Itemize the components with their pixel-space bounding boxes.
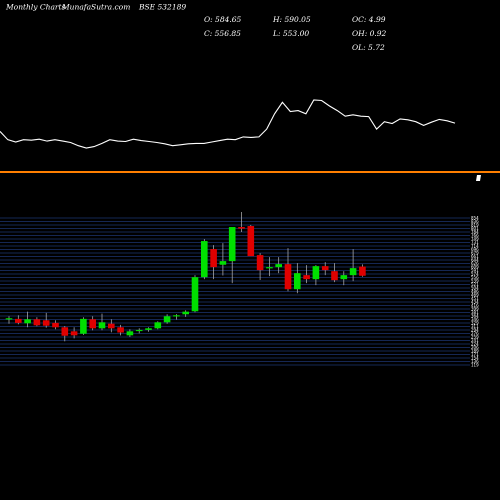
y-tick-label: 241 xyxy=(471,338,479,343)
y-tick-label: 259 xyxy=(471,334,479,339)
candle-down xyxy=(70,331,78,336)
y-tick-label: 836 xyxy=(471,219,479,224)
ohlc-low: L: 553.00 xyxy=(272,29,309,38)
y-tick-label: 469 xyxy=(471,292,479,297)
candle-up xyxy=(349,268,357,276)
ohlc-high: H: 590.05 xyxy=(272,15,311,24)
candle-up xyxy=(201,241,208,278)
y-tick-label: 749 xyxy=(471,236,479,241)
candle-down xyxy=(359,266,366,276)
y-tick-label: 521 xyxy=(471,282,479,287)
y-tick-label: 434 xyxy=(471,299,479,304)
y-tick-label: 224 xyxy=(471,341,479,346)
ohlc-oc: OC: 4.99 xyxy=(352,15,386,24)
y-tick-label: 574 xyxy=(471,271,479,276)
candle-down xyxy=(117,327,124,333)
candle-up xyxy=(182,311,189,315)
y-tick-label: 486 xyxy=(471,289,479,294)
ohlc-close: C: 556.85 xyxy=(204,29,241,38)
candle-down xyxy=(247,226,255,257)
y-tick-label: 311 xyxy=(471,324,479,329)
candle-down xyxy=(42,320,50,326)
candle-up xyxy=(98,322,106,329)
y-tick-label: 766 xyxy=(471,233,479,238)
y-tick-label: 171 xyxy=(471,352,479,357)
y-tick-label: 189 xyxy=(471,348,479,353)
candle-down xyxy=(61,327,69,336)
y-tick-label: 346 xyxy=(471,317,479,322)
candle-up xyxy=(80,318,87,334)
candle-down xyxy=(33,319,41,326)
candle-up xyxy=(312,266,320,280)
candle-up xyxy=(145,328,152,330)
candle-down xyxy=(210,249,217,268)
candle-up xyxy=(191,277,199,312)
line-series xyxy=(0,99,456,149)
candle-down xyxy=(89,319,96,329)
candle-down xyxy=(52,322,59,328)
y-tick-label: 206 xyxy=(471,345,479,350)
y-tick-label: 381 xyxy=(471,310,479,315)
candle-up xyxy=(294,273,301,290)
y-tick-label: 276 xyxy=(471,331,479,336)
y-tick-label: 329 xyxy=(471,320,479,325)
site-name: MunafaSutra.com xyxy=(61,3,130,12)
candle-up xyxy=(135,329,143,332)
candle-down xyxy=(256,255,264,271)
ohlc-open: O: 584.65 xyxy=(204,15,242,24)
y-tick-label: 714 xyxy=(471,243,479,248)
candle-down xyxy=(15,318,22,323)
ohlc-ol: OL: 5.72 xyxy=(352,43,385,52)
chart-name: Monthly Charts xyxy=(5,3,66,12)
y-tick-label: 696 xyxy=(471,247,479,252)
y-tick-label: 784 xyxy=(471,229,479,234)
candle-down xyxy=(108,323,115,329)
y-tick-label: 679 xyxy=(471,250,479,255)
candle-up xyxy=(275,264,282,268)
y-tick-label: 661 xyxy=(471,254,479,259)
y-tick-label: 801 xyxy=(471,226,479,231)
candle-up xyxy=(126,331,134,336)
y-tick-label: 399 xyxy=(471,306,479,311)
candle-up xyxy=(228,227,236,262)
y-tick-label: 154 xyxy=(471,355,479,360)
candle-up xyxy=(163,316,171,323)
y-tick-label: 644 xyxy=(471,257,479,262)
y-tick-label: 539 xyxy=(471,278,479,283)
candle-up xyxy=(340,275,348,280)
y-tick-label: 591 xyxy=(471,268,479,273)
marker-icon xyxy=(476,175,481,181)
y-tick-label: 416 xyxy=(471,303,479,308)
y-tick-label: 364 xyxy=(471,313,479,318)
y-tick-label: 626 xyxy=(471,261,479,266)
candle-up xyxy=(173,315,180,317)
symbol: BSE 532189 xyxy=(138,3,186,12)
y-tick-label: 609 xyxy=(471,264,479,269)
y-tick-label: 119 xyxy=(471,362,479,367)
y-tick-label: 556 xyxy=(471,275,479,280)
y-tick-label: 819 xyxy=(471,222,479,227)
candle-down xyxy=(238,227,245,229)
candle-up xyxy=(266,267,273,269)
ohlc-oh: OH: 0.92 xyxy=(352,29,387,38)
y-tick-label: 451 xyxy=(471,296,479,301)
candle-up xyxy=(154,322,162,329)
candlestick-chart xyxy=(5,211,366,342)
y-tick-label: 731 xyxy=(471,240,479,245)
candle-up xyxy=(24,319,31,324)
candle-up xyxy=(219,261,227,265)
y-tick-label: 504 xyxy=(471,285,479,290)
candle-down xyxy=(331,271,338,281)
y-tick-label: 136 xyxy=(471,359,479,364)
y-tick-label: 294 xyxy=(471,327,479,332)
candle-down xyxy=(321,266,329,271)
y-axis-ticks: 8548368198017847667497317146966796616446… xyxy=(471,215,479,367)
candle-down xyxy=(303,275,310,280)
line-chart xyxy=(0,99,456,149)
candle-down xyxy=(284,264,292,290)
y-tick-label: 854 xyxy=(471,215,479,220)
candle-up xyxy=(5,318,13,320)
